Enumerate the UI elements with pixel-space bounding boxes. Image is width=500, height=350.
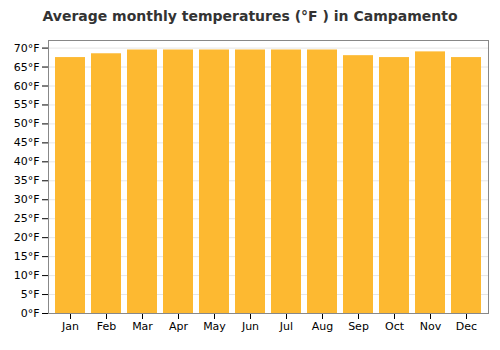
svg-text:40°F: 40°F — [14, 155, 40, 168]
svg-text:Oct: Oct — [385, 320, 405, 333]
svg-text:55°F: 55°F — [14, 98, 40, 111]
svg-text:10°F: 10°F — [14, 269, 40, 282]
html-text:Average monthly temperatures (: Average monthly temperatures (°F ) in Ca… — [42, 8, 458, 24]
svg-text:60°F: 60°F — [14, 80, 40, 93]
svg-text:65°F: 65°F — [14, 61, 40, 74]
svg-text:0°F: 0°F — [21, 307, 40, 320]
svg-text:Jul: Jul — [279, 320, 293, 333]
svg-text:15°F: 15°F — [14, 250, 40, 263]
svg-text:Mar: Mar — [132, 320, 153, 333]
svg-text:20°F: 20°F — [14, 231, 40, 244]
svg-text:Jun: Jun — [241, 320, 259, 333]
svg-text:Apr: Apr — [169, 320, 189, 333]
svg-text:May: May — [203, 320, 226, 333]
svg-text:Nov: Nov — [420, 320, 442, 333]
svg-text:Sep: Sep — [348, 320, 369, 333]
svg-text:35°F: 35°F — [14, 174, 40, 187]
svg-text:30°F: 30°F — [14, 193, 40, 206]
svg-text:Jan: Jan — [61, 320, 79, 333]
svg-text:Aug: Aug — [312, 320, 333, 333]
svg-text:25°F: 25°F — [14, 212, 40, 225]
svg-text:70°F: 70°F — [14, 42, 40, 55]
svg-text:50°F: 50°F — [14, 117, 40, 130]
svg-text:Dec: Dec — [456, 320, 477, 333]
svg-text:5°F: 5°F — [21, 288, 40, 301]
svg-text:45°F: 45°F — [14, 136, 40, 149]
svg-text:Feb: Feb — [97, 320, 116, 333]
